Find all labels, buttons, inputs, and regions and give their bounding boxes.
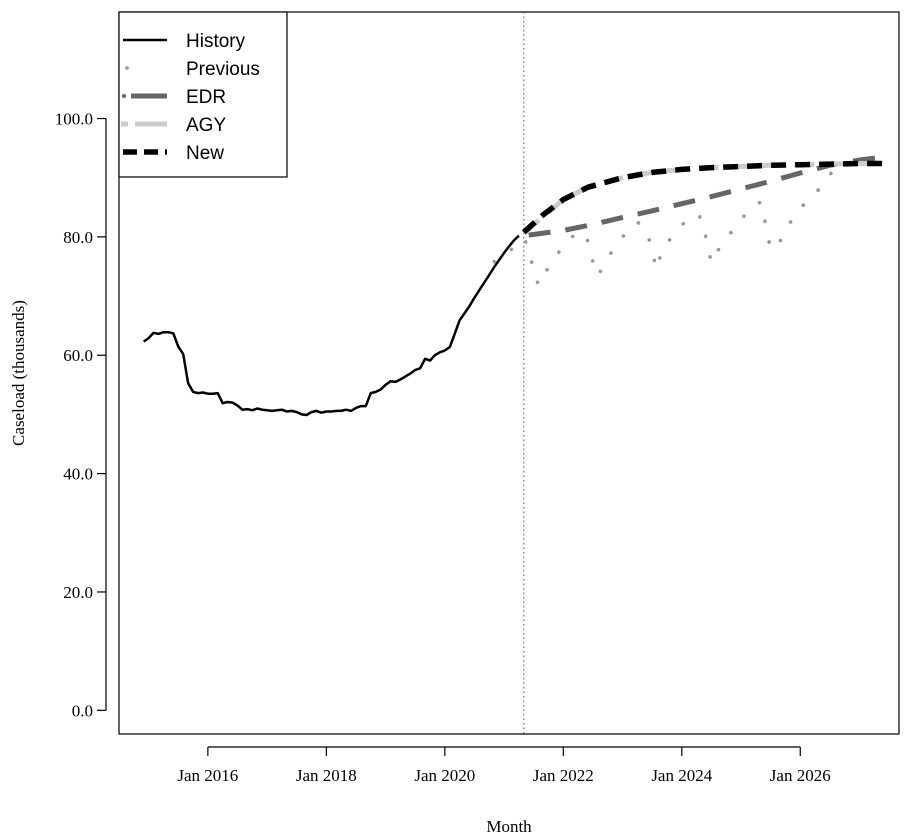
x-axis-label: Month xyxy=(486,817,532,836)
legend-label: AGY xyxy=(186,115,226,136)
x-tick-label: Jan 2022 xyxy=(533,766,594,785)
x-tick-label: Jan 2020 xyxy=(414,766,475,785)
x-tick-label: Jan 2018 xyxy=(296,766,357,785)
legend-label: History xyxy=(186,31,246,52)
y-tick-label: 40.0 xyxy=(63,465,93,484)
x-tick-label: Jan 2026 xyxy=(770,766,831,785)
y-tick-label: 0.0 xyxy=(72,701,93,720)
series-history-line xyxy=(142,234,520,417)
series-new-line xyxy=(521,160,890,235)
series-previous-line xyxy=(492,158,867,288)
plot-frame xyxy=(118,11,900,735)
y-axis-label: Caseload (thousands) xyxy=(9,300,28,446)
y-tick-label: 60.0 xyxy=(63,346,93,365)
y-tick-label: 20.0 xyxy=(63,583,93,602)
y-tick-label: 100.0 xyxy=(55,110,93,129)
legend-swatch-edr-dot xyxy=(122,94,126,98)
legend: History Previous EDR AGY New xyxy=(118,11,288,178)
legend-label: Previous xyxy=(186,59,260,80)
series-layer xyxy=(142,154,890,417)
x-tick-label: Jan 2016 xyxy=(177,766,238,785)
axes-layer: Jan 2016 Jan 2018 Jan 2020 Jan 2022 Jan 2024… xyxy=(55,110,831,785)
legend-label: New xyxy=(186,143,224,164)
y-tick-label: 80.0 xyxy=(63,228,93,247)
legend-label: EDR xyxy=(186,87,226,108)
x-tick-label: Jan 2024 xyxy=(651,766,712,785)
